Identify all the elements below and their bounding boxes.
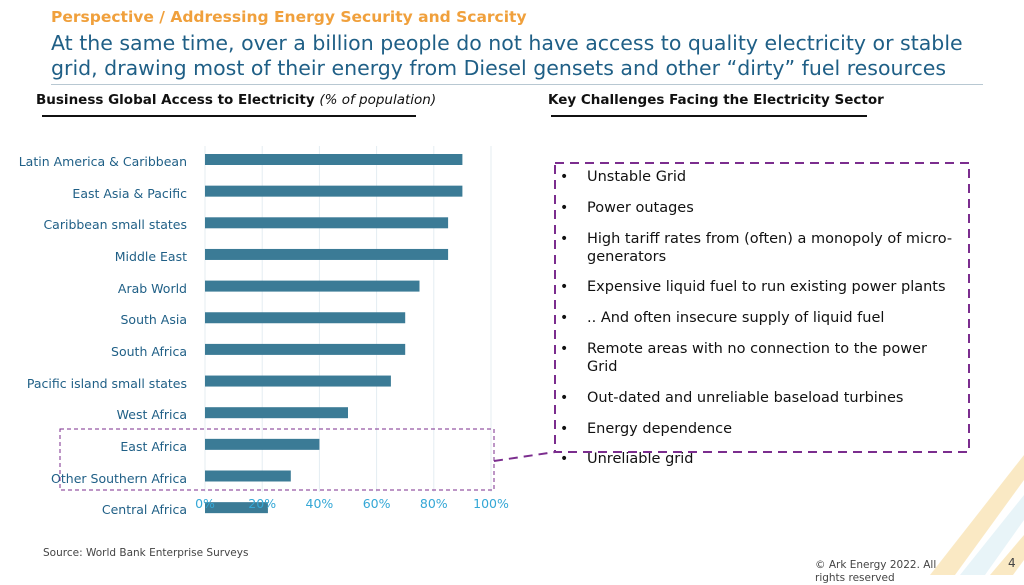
challenge-item: • Out-dated and unreliable baseload turbi… xyxy=(560,389,960,407)
bar xyxy=(205,154,463,165)
bullet-icon: • xyxy=(560,340,569,357)
category-label: Middle East xyxy=(114,248,187,264)
bullet-icon: • xyxy=(560,199,569,216)
bar xyxy=(205,248,449,260)
category-label: Pacific island small states xyxy=(26,375,187,391)
category-label: South Asia xyxy=(120,312,188,328)
category-label: South Africa xyxy=(111,343,187,359)
x-tick-label: 0% xyxy=(195,496,215,511)
challenge-item: • Expensive liquid fuel to run existing p… xyxy=(560,278,960,296)
chart-title-text: Business Global Access to Electricity xyxy=(36,92,315,108)
challenge-item: • High tariff rates from (often) a monopo… xyxy=(560,230,960,266)
chart-section-title: Business Global Access to Electricity (%… xyxy=(36,92,436,108)
challenges-list: • Unstable Grid • Power outages • High tariff… xyxy=(560,168,960,481)
bullet-icon: • xyxy=(560,451,569,468)
bar xyxy=(205,312,406,324)
bullet-icon: • xyxy=(560,169,569,185)
x-tick-label: 60% xyxy=(362,496,391,511)
category-label: West Africa xyxy=(116,407,187,423)
chart-title-unit: (% of population) xyxy=(319,92,437,108)
x-tick-label: 80% xyxy=(419,496,448,511)
category-label: Caribbean small states xyxy=(43,217,187,233)
challenge-item: • Power outages xyxy=(560,199,960,217)
bar xyxy=(205,375,391,387)
bar xyxy=(205,185,463,197)
source-note: Source: World Bank Enterprise Surveys xyxy=(43,547,249,559)
x-tick-label: 100% xyxy=(473,496,509,511)
page-number: 4 xyxy=(1008,556,1016,570)
copyright-note: © Ark Energy 2022. All rights reserved xyxy=(815,559,937,584)
category-label: East Africa xyxy=(120,438,187,454)
challenge-item: • .. And often insecure supply of liquid … xyxy=(560,309,960,327)
challenge-text: .. And often insecure supply of liquid f… xyxy=(587,310,885,327)
bullet-icon: • xyxy=(560,420,569,437)
challenge-text: Remote areas with no connection to the p… xyxy=(587,340,927,375)
challenge-item: • Unreliable grid xyxy=(560,450,960,468)
bullet-icon: • xyxy=(560,389,569,406)
challenge-text: Expensive liquid fuel to run existing po… xyxy=(587,279,946,296)
challenge-text: Unreliable grid xyxy=(587,451,694,468)
challenge-item: • Remote areas with no connection to the … xyxy=(560,340,960,376)
challenge-item: • Energy dependence xyxy=(560,420,960,438)
page-headline: At the same time, over a billion people … xyxy=(51,31,963,80)
bullet-icon: • xyxy=(560,230,569,247)
challenge-item: • Unstable Grid xyxy=(560,168,960,186)
x-tick-label: 40% xyxy=(305,496,334,511)
category-label: East Asia & Pacific xyxy=(72,185,187,201)
bar xyxy=(205,343,406,355)
challenge-text: Unstable Grid xyxy=(587,169,687,185)
x-tick-label: 20% xyxy=(248,496,277,511)
challenge-text: Power outages xyxy=(587,199,694,216)
bar xyxy=(205,407,348,419)
bar xyxy=(205,217,449,229)
bar xyxy=(205,502,268,514)
bullet-icon: • xyxy=(560,310,569,327)
chart-title-underline xyxy=(42,115,416,117)
bar xyxy=(205,280,420,292)
challenge-text: High tariff rates from (often) a monopol… xyxy=(587,230,953,265)
category-label: Central Africa xyxy=(101,502,187,518)
bar xyxy=(205,470,291,482)
challenges-title-underline xyxy=(551,115,867,117)
header-divider xyxy=(51,84,983,85)
challenge-text: Out-dated and unreliable baseload turbin… xyxy=(587,389,904,406)
category-label: Latin America & Caribbean xyxy=(18,154,187,169)
section-kicker: Perspective / Addressing Energy Security… xyxy=(51,8,527,26)
category-label: Arab World xyxy=(117,280,187,296)
challenges-section-title: Key Challenges Facing the Electricity Se… xyxy=(548,92,884,108)
bar xyxy=(205,438,320,450)
bullet-icon: • xyxy=(560,279,569,296)
category-label: Other Southern Africa xyxy=(51,470,187,486)
challenge-text: Energy dependence xyxy=(587,420,733,437)
